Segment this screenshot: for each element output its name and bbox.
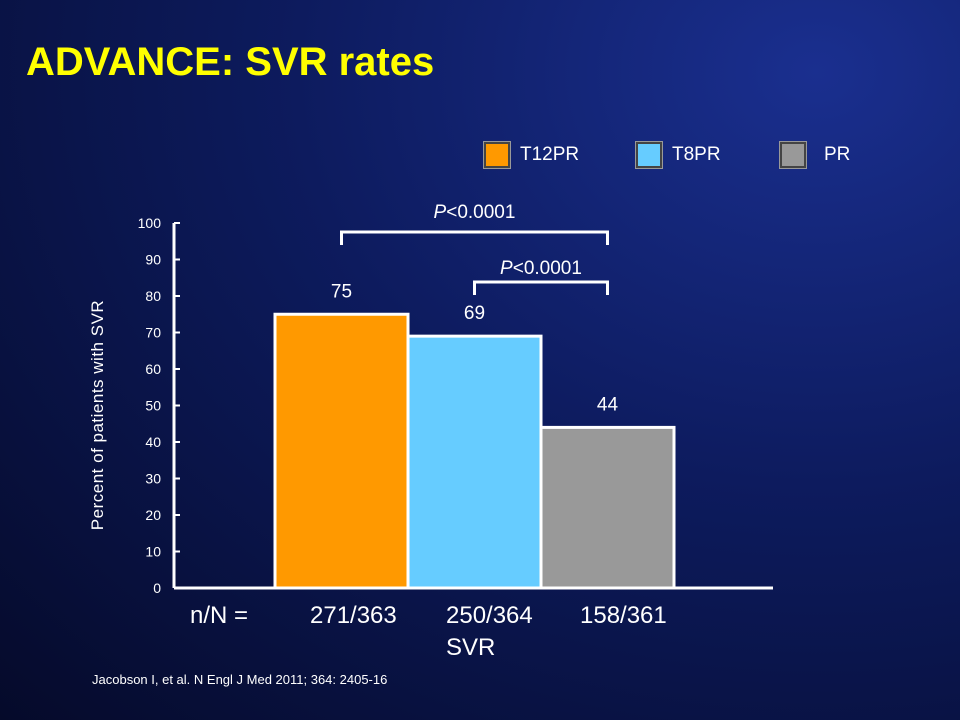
legend-label-t8pr: T8PR [672,144,721,165]
y-tick-label: 40 [145,434,161,450]
n-over-n-prefix: n/N = [190,602,249,629]
x-axis-label: SVR [446,634,496,661]
n-over-n-t8pr: 250/364 [446,602,533,629]
significance-bracket [473,280,609,295]
bar-value-label: 69 [464,303,485,324]
y-tick-label: 30 [145,471,161,487]
n-over-n-pr: 158/361 [580,602,667,629]
bar-t12pr [273,312,410,590]
y-tick-label: 100 [138,215,162,231]
significance-label: P<0.0001 [500,258,582,279]
significance-label: P<0.0001 [434,202,516,223]
y-tick-label: 60 [145,361,161,377]
y-tick-label: 80 [145,288,161,304]
y-tick-label: 0 [153,580,161,596]
y-tick-label: 50 [145,398,161,414]
legend-swatch-t8pr [635,141,663,169]
slide-title: ADVANCE: SVR rates [26,40,435,84]
legend-swatch-t12pr [483,141,511,169]
y-tick-label: 10 [145,544,161,560]
y-tick-label: 20 [145,507,161,523]
legend-item-t12pr: T12PR [483,141,580,169]
legend-label-pr: PR [824,144,851,165]
bar-pr [539,425,676,590]
legend-label-t12pr: T12PR [520,144,580,165]
bar-value-label: 75 [331,281,352,302]
bar-value-label: 44 [597,394,619,415]
y-tick-label: 90 [145,252,161,268]
n-over-n-t12pr: 271/363 [310,602,397,629]
legend-item-t8pr: T8PR [635,141,721,169]
y-tick-label: 70 [145,325,161,341]
significance-bracket [340,230,609,245]
legend-item-pr: PR [779,141,851,169]
citation: Jacobson I, et al. N Engl J Med 2011; 36… [92,672,388,687]
bar-t8pr [406,334,543,590]
legend-swatch-pr [779,141,807,169]
